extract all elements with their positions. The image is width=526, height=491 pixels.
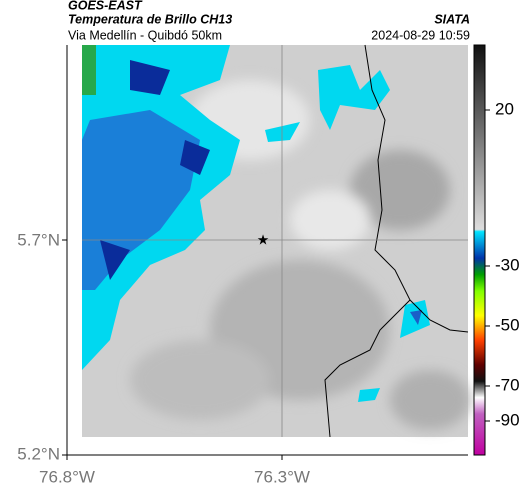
title: Temperatura de Brillo CH13: [68, 12, 232, 26]
svg-text:★: ★: [257, 232, 270, 248]
lat-label: 5.2°N: [17, 444, 60, 463]
colorbar: 20 -30 -50 -70 -90: [473, 44, 520, 456]
axes: [62, 45, 468, 460]
org: SIATA: [434, 12, 470, 26]
lon-label: 76.8°W: [39, 467, 95, 486]
timestamp: 2024-08-29 10:59: [371, 28, 470, 42]
colorbar-tick-label: -50: [495, 315, 520, 334]
lon-label: 76.3°W: [254, 467, 310, 486]
colorbar-tick-label: -30: [495, 255, 520, 274]
colorbar-tick-label: -70: [495, 375, 520, 394]
colorbar-tick-label: -90: [495, 410, 520, 429]
satellite-image: ★: [82, 44, 470, 438]
subtitle: Via Medellín - Quibdó 50km: [68, 28, 222, 42]
lat-label: 5.7°N: [17, 230, 60, 249]
colorbar-tick-label: 20: [495, 99, 514, 118]
source: GOES-EAST: [68, 0, 143, 12]
